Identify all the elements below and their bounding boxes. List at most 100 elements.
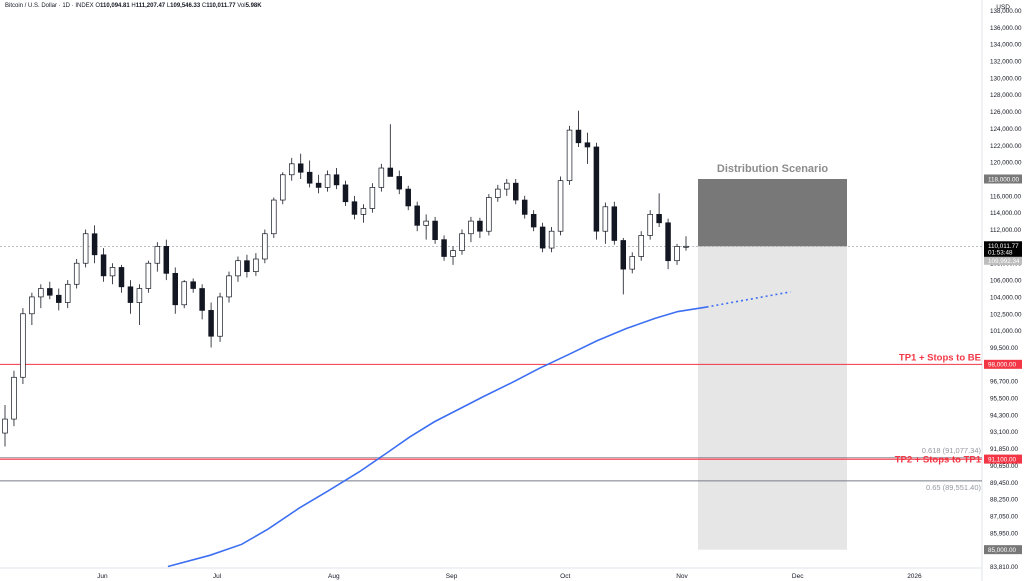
candle-body: [20, 313, 26, 378]
candle-body: [342, 184, 349, 203]
candle-body: [629, 256, 635, 270]
y-tick-label: 116,000.00: [990, 193, 1022, 200]
candle-body: [512, 182, 519, 201]
y-tick-label: 134,000.00: [990, 42, 1022, 49]
candle-body: [333, 174, 340, 186]
candle-body: [360, 208, 367, 215]
candle-body: [163, 246, 170, 274]
y-tick-label: 95,500.00: [990, 396, 1019, 403]
y-tick-label: 87,050.00: [990, 513, 1019, 520]
y-tick-label: 89,450.00: [990, 480, 1019, 487]
tp1-price-badge-bg: [984, 359, 1022, 369]
candle-body: [351, 201, 358, 215]
y-tick-label: 106,000.00: [990, 278, 1022, 285]
y-tick-label: 90,650.00: [990, 463, 1019, 470]
candle-body: [548, 230, 555, 249]
fib-065-label: 0.65 (89,551.40): [926, 483, 982, 492]
y-tick-label: 102,500.00: [990, 311, 1022, 318]
prev-price-badge-bg: [984, 256, 1022, 265]
y-tick-label: 94,300.00: [990, 412, 1019, 419]
y-tick-label: 83,810.00: [990, 564, 1019, 571]
candle-body: [656, 214, 662, 224]
candle-body: [64, 283, 71, 303]
y-tick-label: 114,000.00: [990, 210, 1022, 217]
candle-body: [405, 188, 411, 207]
distribution-zone-lower: [698, 246, 847, 550]
candle-body: [2, 418, 8, 434]
candle-body: [539, 226, 546, 249]
y-tick-label: 96,700.00: [990, 379, 1019, 386]
candle-body: [450, 250, 456, 257]
candle-body: [521, 199, 528, 215]
y-tick-label: 101,000.00: [990, 328, 1022, 335]
candle-body: [459, 233, 465, 251]
candle-body: [414, 205, 420, 226]
zone-bottom-price-badge: 85,000.00: [988, 547, 1017, 554]
candle-body: [495, 188, 501, 198]
y-tick-label: 126,000.00: [990, 109, 1022, 116]
candle-body: [638, 235, 644, 257]
currency-label: USD: [996, 4, 1010, 11]
candle-body: [477, 220, 483, 232]
candle-body: [262, 233, 268, 260]
candle-body: [557, 180, 564, 232]
prev-price-value: 109,992.34: [988, 258, 1020, 265]
y-tick-label: 112,000.00: [990, 227, 1022, 234]
y-tick-label: 122,000.00: [990, 143, 1022, 150]
candle-body: [486, 197, 492, 232]
y-tick-label: 93,100.00: [990, 429, 1019, 436]
moving-average-line: [167, 306, 707, 568]
candle-body: [306, 171, 313, 184]
y-axis: 138,000.00 136,000.00 134,000.00 132,000.00…: [990, 8, 1022, 571]
y-tick-label: 138,000.00: [990, 8, 1022, 15]
candle-body: [199, 288, 205, 311]
candle-body: [29, 296, 35, 315]
tp2-level-label: TP2 + Stops to TP1: [895, 455, 982, 466]
candle-body: [584, 142, 591, 148]
candle-body: [665, 222, 671, 262]
candle-body: [136, 288, 143, 303]
y-tick-label: 120,000.00: [990, 160, 1022, 167]
candle-body: [38, 288, 44, 298]
y-tick-label: 128,000.00: [990, 92, 1022, 99]
candle-body: [674, 246, 680, 262]
candle-body: [109, 267, 116, 277]
candle-body: [190, 281, 196, 289]
candle-body: [235, 260, 241, 277]
y-tick-label: 132,000.00: [990, 59, 1022, 66]
candle-body: [100, 254, 107, 277]
candle-body: [441, 239, 447, 257]
tp2-price-badge-bg: [984, 454, 1022, 464]
candle-body: [369, 187, 376, 209]
candle-body: [172, 272, 179, 306]
current-price-value: 110,011.77: [988, 243, 1019, 250]
y-tick-label: 91,850.00: [990, 446, 1019, 453]
x-tick-label: Sep: [446, 573, 458, 580]
candle-body: [280, 174, 286, 201]
candle-body: [566, 129, 573, 182]
tp1-level-label: TP1 + Stops to BE: [899, 352, 981, 363]
candle-body: [82, 233, 89, 264]
y-tick-label: 85,950.00: [990, 530, 1019, 537]
candle-body: [244, 260, 250, 273]
candle-body: [647, 214, 653, 236]
candle-body: [253, 258, 259, 273]
candle-body: [683, 245, 689, 248]
candle-body: [208, 310, 214, 337]
candle-body: [611, 206, 618, 241]
ohlc-high: H111,207.47: [131, 3, 166, 9]
fib-0618-label: 0.618 (91,077.34): [922, 446, 982, 455]
ohlc-close: C110,011.77: [201, 3, 236, 9]
candle-body: [593, 146, 600, 232]
moving-average-projection: [706, 291, 791, 308]
candle-body: [91, 233, 98, 256]
x-tick-label: Jun: [97, 573, 108, 580]
distribution-zone-title: Distribution Scenario: [717, 163, 829, 175]
tp1-price-badge: 98,000.00: [988, 362, 1017, 369]
y-tick-label: 136,000.00: [990, 25, 1022, 32]
candle-body: [154, 246, 161, 264]
candle-body: [468, 220, 474, 235]
candle-body: [217, 296, 223, 337]
x-tick-label: Jul: [213, 573, 222, 580]
